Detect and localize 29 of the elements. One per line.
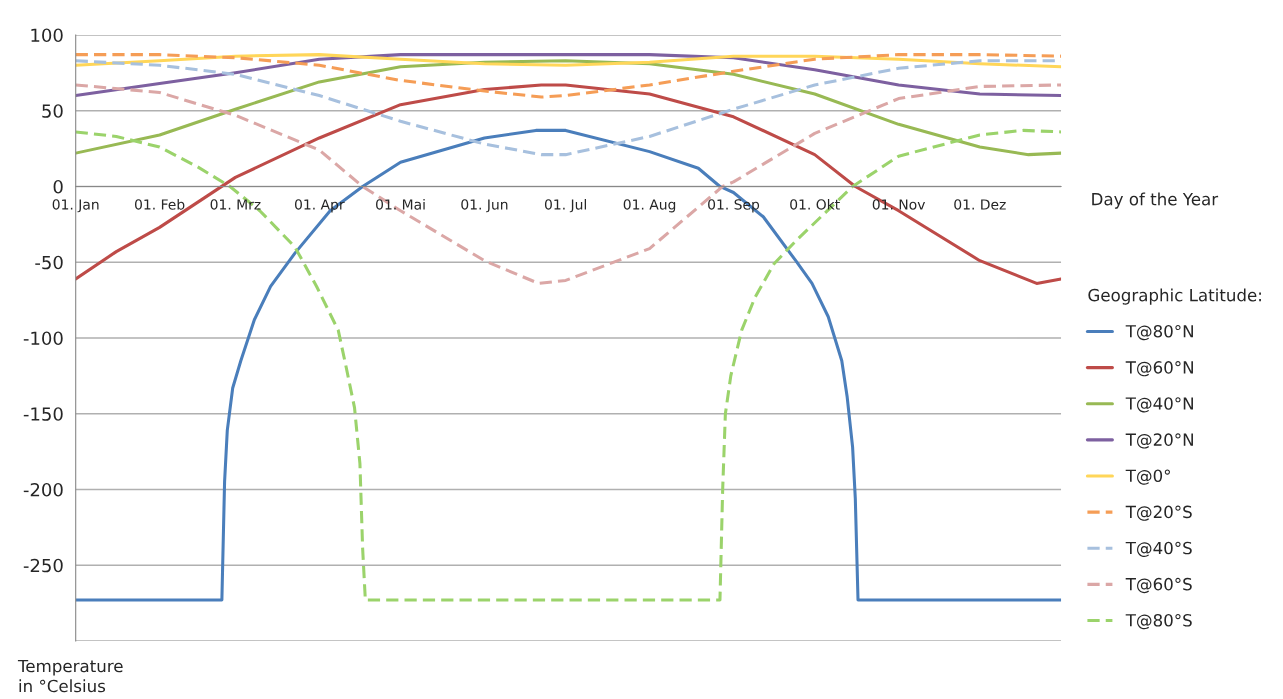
legend-label: T@20°S	[1125, 505, 1192, 521]
legend-label: T@20°N	[1125, 433, 1193, 449]
legend-title: Geographic Latitude:	[1088, 288, 1261, 305]
x-tick-label: 01. Mai	[376, 198, 425, 210]
x-axis-title: Day of the Year	[1092, 192, 1219, 209]
y-tick-label: -150	[23, 407, 63, 421]
x-tick-label: 01. Jun	[461, 199, 508, 213]
y-axis-title: Temperature in °Celsius	[17, 659, 123, 693]
x-tick-label: 01. Okt	[790, 198, 840, 210]
y-tick-label: 0	[53, 179, 63, 194]
legend-label: T@40°N	[1125, 397, 1193, 413]
y-tick-label: -200	[23, 482, 63, 497]
legend-label: T@60°S	[1125, 577, 1192, 594]
x-tick-label: 01. Feb	[134, 198, 185, 210]
y-tick-label: -100	[23, 331, 63, 346]
y-tick-label: 50	[42, 104, 63, 118]
y-tick-label: -250	[23, 558, 63, 573]
legend-label: T@60°N	[1125, 361, 1193, 377]
legend-label: T@0°	[1125, 469, 1170, 485]
y-tick-label: -50	[35, 255, 63, 270]
x-tick-label: 01. Mrz	[210, 199, 261, 210]
legend-label: T@40°S	[1125, 541, 1192, 557]
legend-label: T@80°N	[1125, 324, 1193, 341]
x-tick-label: 01. Jul	[544, 198, 586, 213]
x-tick-label: 01. Jan	[52, 199, 99, 213]
x-tick-label: 01. Dez	[954, 199, 1006, 210]
y-tick-label: 100	[31, 28, 63, 43]
x-tick-label: 01. Aug	[623, 199, 676, 213]
legend-label: T@80°S	[1125, 613, 1192, 630]
